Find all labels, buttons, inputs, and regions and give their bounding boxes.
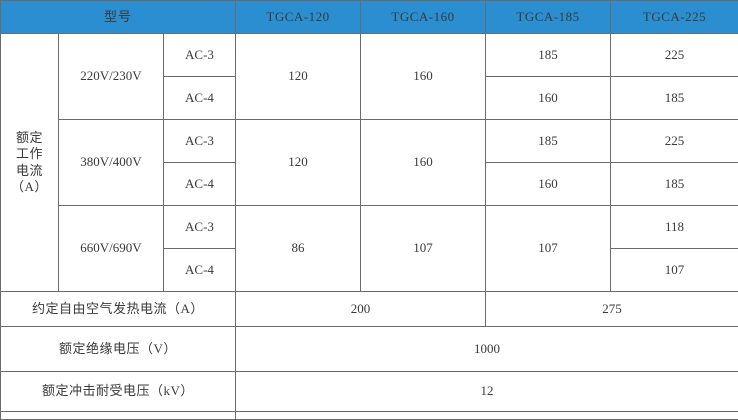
cell-380v-tgca-160: 160 [361,120,486,206]
duty-label-ac4-660v: AC-4 [164,249,236,292]
table-row: 380V/400V AC-3 120 160 185 225 [1,120,738,163]
header-model-tgca-225: TGCA-225 [611,1,738,34]
cell-220v-ac3-tgca-225: 225 [611,34,738,77]
row-label-rated-insulation-voltage: 额定绝缘电压（V） [1,327,236,372]
rated-current-label-line-4: （A） [1,179,58,195]
table-row: 额定冲击耐受电压（kV） 12 [1,372,738,412]
header-model-label: 型号 [1,1,236,34]
cell-380v-ac4-tgca-225: 185 [611,163,738,206]
cell-660v-tgca-185: 107 [486,206,611,292]
rated-current-label-line-1: 额定 [1,130,58,146]
duty-label-ac3-220v: AC-3 [164,34,236,77]
voltage-label-380v: 380V/400V [59,120,164,206]
cell-rated-impulse-withstand-voltage: 12 [236,372,738,412]
cell-380v-tgca-120: 120 [236,120,361,206]
row-label-rated-impulse-withstand-voltage: 额定冲击耐受电压（kV） [1,372,236,412]
rated-current-group-label: 额定 工作 电流 （A） [1,34,59,292]
cell-380v-ac3-tgca-225: 225 [611,120,738,163]
cell-220v-ac4-tgca-185: 160 [486,77,611,120]
partial-row-label-cell [1,412,236,420]
cell-660v-ac4-tgca-225: 107 [611,249,738,292]
cell-220v-tgca-120: 120 [236,34,361,120]
table-row: 额定绝缘电压（V） 1000 [1,327,738,372]
cell-220v-ac4-tgca-225: 185 [611,77,738,120]
voltage-label-660v: 660V/690V [59,206,164,292]
cell-660v-tgca-160: 107 [361,206,486,292]
cell-thermal-current-right: 275 [486,292,738,327]
cell-660v-ac3-tgca-225: 118 [611,206,738,249]
duty-label-ac4-380v: AC-4 [164,163,236,206]
table-row: 约定自由空气发热电流（A） 200 275 [1,292,738,327]
duty-label-ac4-220v: AC-4 [164,77,236,120]
cell-220v-ac3-tgca-185: 185 [486,34,611,77]
cell-thermal-current-left: 200 [236,292,486,327]
table-row-partial [1,412,738,420]
cell-380v-ac4-tgca-185: 160 [486,163,611,206]
cell-380v-ac3-tgca-185: 185 [486,120,611,163]
duty-label-ac3-380v: AC-3 [164,120,236,163]
cell-220v-tgca-160: 160 [361,34,486,120]
rated-current-label-line-2: 工作 [1,146,58,162]
voltage-label-220v: 220V/230V [59,34,164,120]
header-model-tgca-120: TGCA-120 [236,1,361,34]
duty-label-ac3-660v: AC-3 [164,206,236,249]
partial-row-value-cell [236,412,738,420]
header-model-tgca-160: TGCA-160 [361,1,486,34]
cell-660v-tgca-120: 86 [236,206,361,292]
rated-current-label-line-3: 电流 [1,163,58,179]
row-label-conventional-thermal-current: 约定自由空气发热电流（A） [1,292,236,327]
cell-rated-insulation-voltage: 1000 [236,327,738,372]
header-model-tgca-185: TGCA-185 [486,1,611,34]
table-header-row: 型号 TGCA-120 TGCA-160 TGCA-185 TGCA-225 [1,1,738,34]
table-row: 660V/690V AC-3 86 107 107 118 [1,206,738,249]
table-row: 额定 工作 电流 （A） 220V/230V AC-3 120 160 185 … [1,34,738,77]
